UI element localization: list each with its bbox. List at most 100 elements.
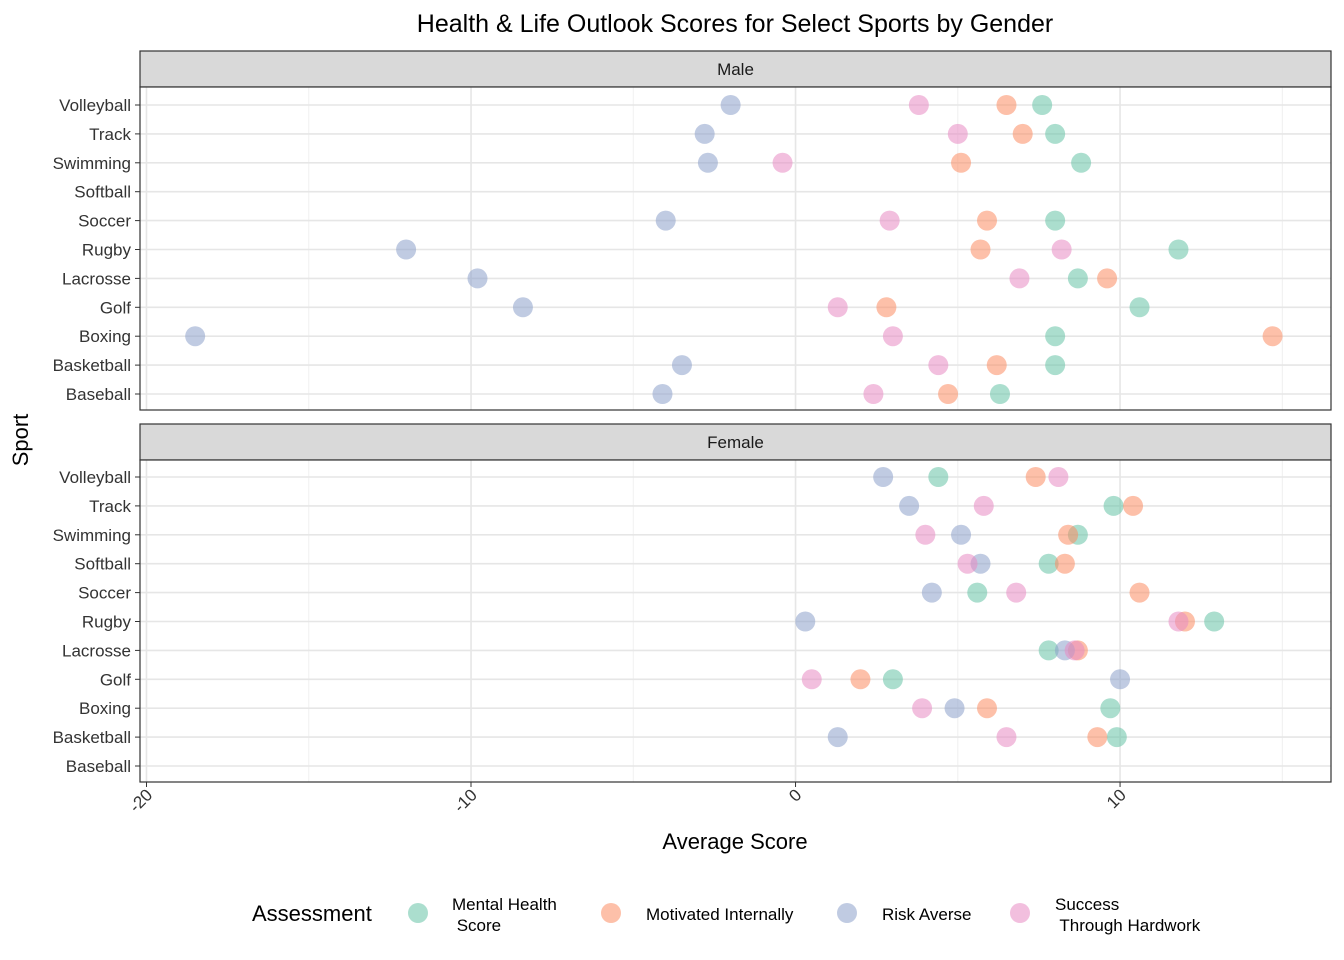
panel-background <box>140 87 1331 410</box>
point-success <box>1168 611 1189 632</box>
point-motivated <box>1123 495 1144 516</box>
point-risk <box>899 495 920 516</box>
point-mental <box>1103 495 1124 516</box>
y-tick-label: Soccer <box>78 212 131 231</box>
y-tick-label: Softball <box>74 183 131 202</box>
point-success <box>1048 467 1069 487</box>
legend-item-mental: Mental Health Score <box>408 895 557 935</box>
point-motivated <box>876 297 897 318</box>
point-mental <box>1045 210 1066 231</box>
point-success <box>996 727 1017 748</box>
point-motivated <box>1025 467 1046 487</box>
point-success <box>801 669 822 690</box>
point-mental <box>1038 640 1059 661</box>
point-motivated <box>1058 524 1079 545</box>
y-tick-label: Swimming <box>53 154 131 173</box>
point-motivated <box>996 95 1017 115</box>
legend-key <box>1010 903 1030 923</box>
x-tick-label: 0 <box>785 785 805 805</box>
point-risk <box>694 123 715 144</box>
x-axis-title: Average Score <box>662 829 807 854</box>
y-tick-label: Track <box>89 497 131 516</box>
point-success <box>863 384 884 404</box>
point-risk <box>697 152 718 173</box>
point-motivated <box>977 210 998 231</box>
point-motivated <box>938 384 959 404</box>
point-success <box>957 553 978 574</box>
point-motivated <box>986 355 1007 376</box>
point-motivated <box>1129 582 1150 603</box>
point-risk <box>827 727 848 748</box>
point-success <box>772 152 793 173</box>
point-risk <box>655 210 676 231</box>
y-tick-label: Boxing <box>79 699 131 718</box>
point-risk <box>185 326 206 347</box>
point-mental <box>1100 698 1121 719</box>
facet-strip-label: Male <box>717 60 754 79</box>
y-tick-label: Boxing <box>79 327 131 346</box>
y-tick-label: Golf <box>100 670 131 689</box>
legend-label: Success Through Hardwork <box>1055 895 1201 935</box>
y-tick-label: Baseball <box>66 757 131 776</box>
y-tick-label: Softball <box>74 555 131 574</box>
facet-strip <box>139 423 1332 461</box>
point-success <box>912 698 933 719</box>
legend-item-risk: Risk Averse <box>837 903 971 924</box>
legend: Assessment Mental Health Score Motivated … <box>252 895 1201 935</box>
point-success <box>879 210 900 231</box>
x-tick-label: 10 <box>1103 785 1130 812</box>
legend-key <box>837 903 857 923</box>
x-axis: -20 -10 0 10 <box>126 782 1130 816</box>
point-risk <box>795 611 816 632</box>
facet-strip <box>139 50 1332 88</box>
point-motivated <box>951 152 972 173</box>
point-risk <box>396 239 417 260</box>
point-mental <box>1067 268 1088 289</box>
point-risk <box>652 384 673 404</box>
y-tick-label: Lacrosse <box>62 269 131 288</box>
point-mental <box>1071 152 1092 173</box>
point-risk <box>720 95 741 115</box>
point-risk <box>467 268 488 289</box>
point-success <box>1009 268 1030 289</box>
point-mental <box>989 384 1010 404</box>
point-mental <box>928 467 949 487</box>
legend-key <box>408 903 428 923</box>
x-tick-label: -20 <box>126 785 157 816</box>
point-motivated <box>1097 268 1118 289</box>
point-risk <box>512 297 533 318</box>
point-success <box>1064 640 1085 661</box>
point-motivated <box>850 669 871 690</box>
point-success <box>1051 239 1072 260</box>
legend-label: Motivated Internally <box>646 905 794 924</box>
y-tick-label: Rugby <box>82 613 132 632</box>
point-success <box>947 123 968 144</box>
y-tick-label: Lacrosse <box>62 641 131 660</box>
point-mental <box>1168 239 1189 260</box>
y-tick-label: Volleyball <box>59 468 131 487</box>
y-tick-label: Golf <box>100 298 131 317</box>
y-tick-label: Basketball <box>53 728 131 747</box>
y-tick-label: Baseball <box>66 385 131 404</box>
point-risk <box>873 467 894 487</box>
point-mental <box>1045 123 1066 144</box>
point-risk <box>944 698 965 719</box>
point-risk <box>951 524 972 545</box>
point-mental <box>1129 297 1150 318</box>
point-mental <box>882 669 903 690</box>
facet-strip-label: Female <box>707 433 764 452</box>
point-mental <box>1045 355 1066 376</box>
point-mental <box>1032 95 1053 115</box>
legend-key <box>601 903 621 923</box>
point-success <box>973 495 994 516</box>
point-motivated <box>1012 123 1033 144</box>
point-mental <box>967 582 988 603</box>
chart-title: Health & Life Outlook Scores for Select … <box>417 10 1053 38</box>
point-motivated <box>1262 326 1283 347</box>
point-risk <box>921 582 942 603</box>
point-motivated <box>1054 553 1075 574</box>
legend-title: Assessment <box>252 901 372 926</box>
y-tick-label: Basketball <box>53 356 131 375</box>
point-motivated <box>970 239 991 260</box>
point-risk <box>671 355 692 376</box>
